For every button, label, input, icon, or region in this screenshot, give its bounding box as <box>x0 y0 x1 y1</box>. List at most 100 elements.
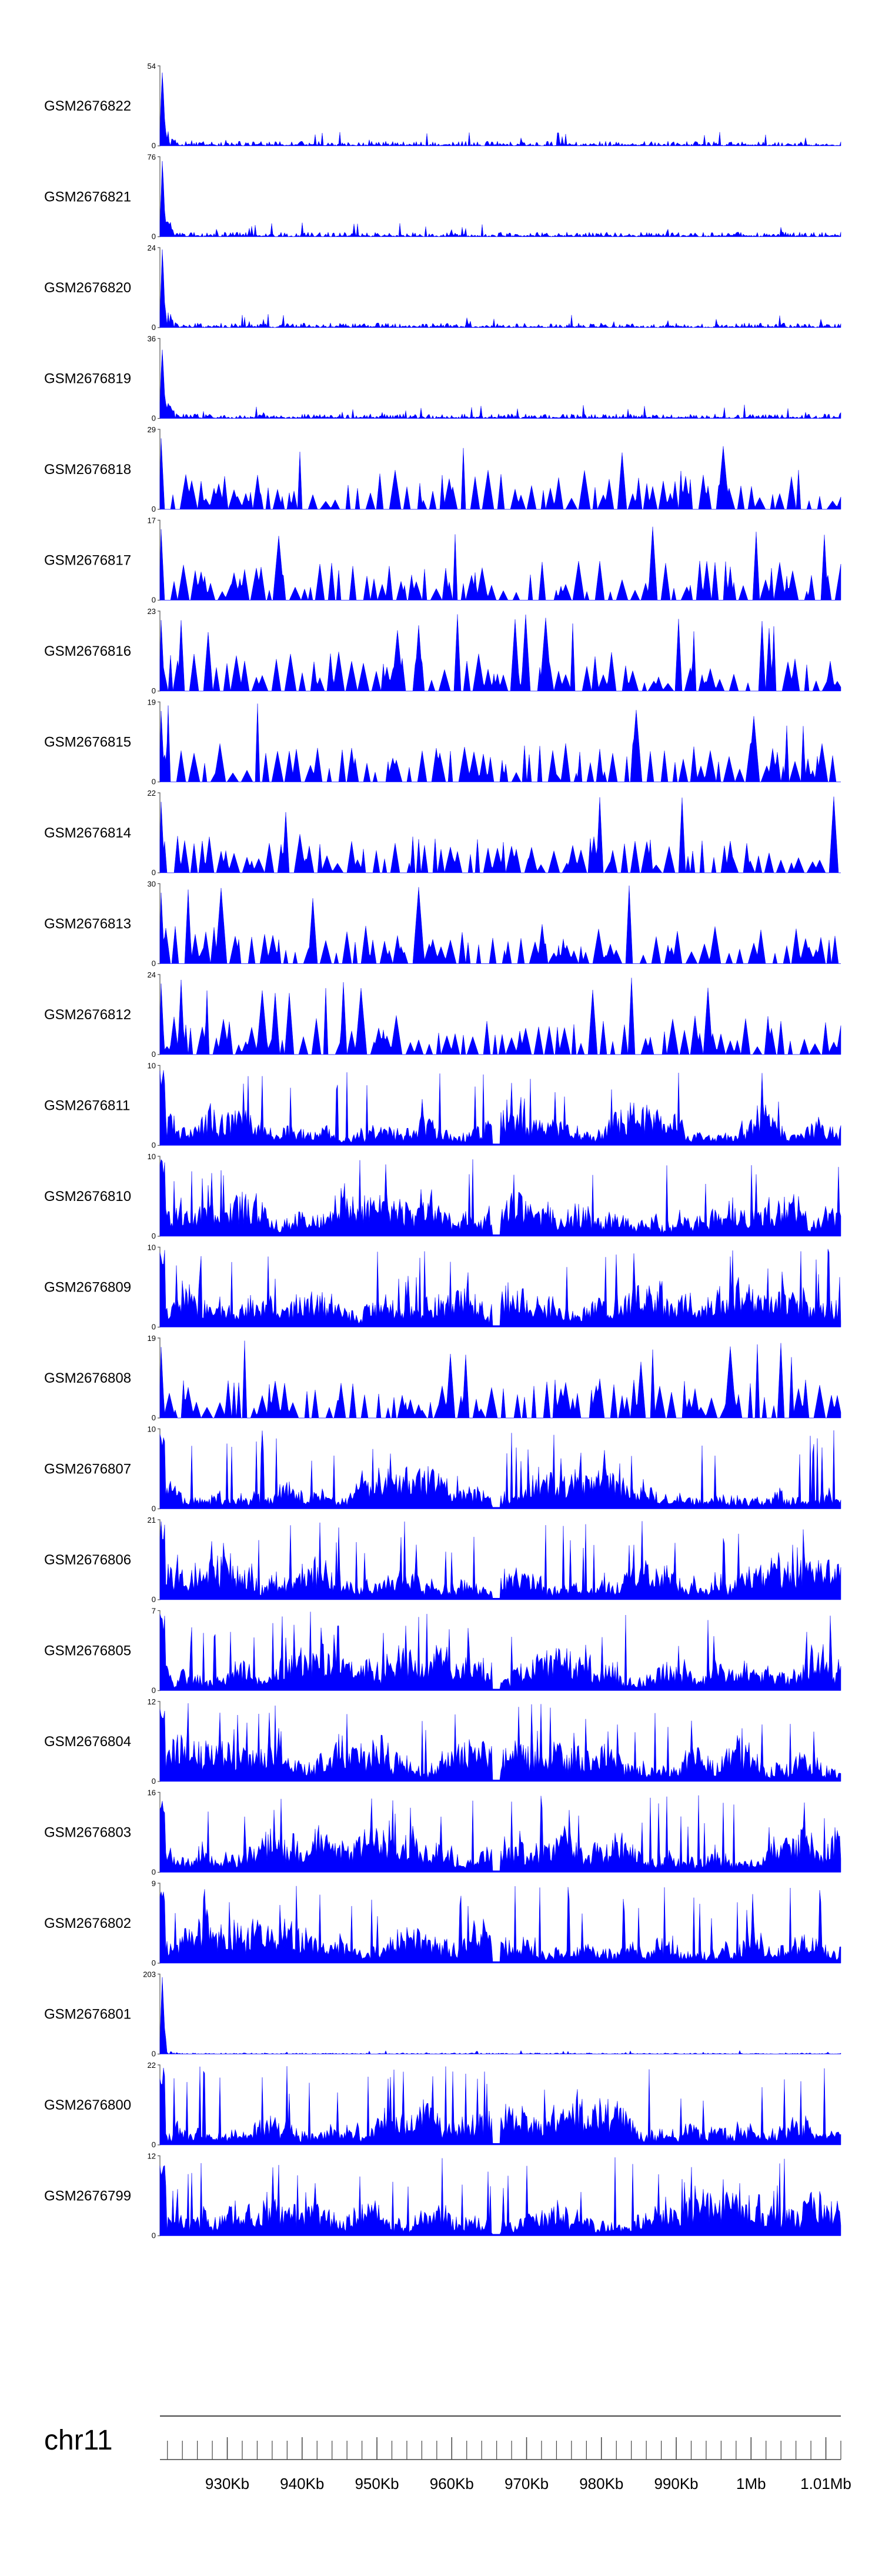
track-label: GSM2676817 <box>44 553 131 569</box>
track: GSM2676812 24 0 <box>44 970 841 1059</box>
track-label: GSM2676814 <box>44 825 131 841</box>
y-max-label: 30 <box>148 880 156 889</box>
y-min-label: 0 <box>152 686 156 695</box>
track: GSM2676801 203 0 <box>44 1970 841 2058</box>
y-min-label: 0 <box>152 868 156 877</box>
signal-area <box>159 796 841 873</box>
track-label: GSM2676816 <box>44 643 131 659</box>
y-min-label: 0 <box>152 141 156 150</box>
signal-area <box>159 349 841 419</box>
track-label: GSM2676813 <box>44 916 131 932</box>
y-min-label: 0 <box>152 323 156 332</box>
y-max-label: 24 <box>148 243 156 252</box>
track: GSM2676800 22 0 <box>44 2061 841 2149</box>
y-axis-bracket <box>158 2064 161 2145</box>
track: GSM2676808 19 0 <box>44 1334 841 1422</box>
track: GSM2676799 12 0 <box>44 2152 841 2240</box>
y-axis-bracket <box>158 65 161 146</box>
y-min-label: 0 <box>152 2140 156 2149</box>
track-label: GSM2676809 <box>44 1280 131 1296</box>
y-max-label: 10 <box>148 1062 156 1070</box>
track: GSM2676806 21 0 <box>44 1516 841 1604</box>
y-max-label: 12 <box>148 1697 156 1706</box>
y-min-label: 0 <box>152 1777 156 1786</box>
signal-area <box>159 977 841 1055</box>
y-min-label: 0 <box>152 959 156 968</box>
y-min-label: 0 <box>152 232 156 241</box>
y-max-label: 17 <box>148 516 156 525</box>
track: GSM2676810 10 0 <box>44 1152 841 1240</box>
y-max-label: 22 <box>148 2061 156 2070</box>
y-axis-bracket <box>158 974 161 1055</box>
track-label: GSM2676822 <box>44 98 131 114</box>
genomic-axis: chr11 930Kb 940Kb 950Kb 960Kb 970Kb 980Kb 990Kb… <box>44 2415 851 2492</box>
y-min-label: 0 <box>152 1050 156 1059</box>
signal-area <box>159 249 841 328</box>
track-label: GSM2676818 <box>44 462 131 478</box>
y-axis-bracket <box>158 1883 161 1964</box>
y-max-label: 23 <box>148 607 156 616</box>
y-max-label: 10 <box>148 1425 156 1434</box>
y-axis-bracket <box>158 883 161 965</box>
signal-area <box>159 1070 841 1146</box>
y-max-label: 16 <box>148 1788 156 1797</box>
signal-area <box>159 614 841 692</box>
signal-area <box>159 1611 841 1691</box>
y-min-label: 0 <box>152 1413 156 1422</box>
track-label: GSM2676806 <box>44 1552 131 1568</box>
signal-area <box>159 2157 841 2236</box>
y-max-label: 10 <box>148 1243 156 1252</box>
signal-area <box>159 438 841 510</box>
track: GSM2676811 10 0 <box>44 1062 841 1150</box>
x-tick-label: 930Kb <box>205 2475 249 2492</box>
y-max-label: 203 <box>143 1970 156 1979</box>
signal-area <box>159 1159 841 1237</box>
track-label: GSM2676810 <box>44 1189 131 1204</box>
y-axis-bracket <box>158 2155 161 2237</box>
y-min-label: 0 <box>152 1232 156 1240</box>
track-label: GSM2676803 <box>44 1825 131 1841</box>
x-tick-label: 1Mb <box>736 2475 766 2492</box>
y-axis-bracket <box>158 1065 161 1146</box>
y-axis-bracket <box>158 1519 161 1600</box>
track-label: GSM2676812 <box>44 1007 131 1023</box>
track-label: GSM2676807 <box>44 1461 131 1477</box>
track: GSM2676815 19 0 <box>44 698 841 786</box>
y-min-label: 0 <box>152 1504 156 1513</box>
signal-area <box>159 526 841 601</box>
y-max-label: 29 <box>148 425 156 434</box>
y-axis-bracket <box>158 429 161 510</box>
y-max-label: 21 <box>148 1516 156 1524</box>
track-label: GSM2676799 <box>44 2188 131 2204</box>
track-label: GSM2676804 <box>44 1734 131 1750</box>
track: GSM2676804 12 0 <box>44 1697 841 1786</box>
y-axis-bracket <box>158 1156 161 1237</box>
track: GSM2676803 16 0 <box>44 1788 841 1877</box>
y-min-label: 0 <box>152 596 156 605</box>
track-label: GSM2676800 <box>44 2097 131 2113</box>
track: GSM2676813 30 0 <box>44 880 841 968</box>
track-label: GSM2676821 <box>44 189 131 205</box>
y-min-label: 0 <box>152 1686 156 1695</box>
y-min-label: 0 <box>152 1868 156 1877</box>
x-tick-label: 980Kb <box>579 2475 623 2492</box>
y-axis-bracket <box>158 610 161 692</box>
y-min-label: 0 <box>152 1141 156 1150</box>
y-min-label: 0 <box>152 2231 156 2240</box>
y-min-label: 0 <box>152 414 156 423</box>
track-label: GSM2676820 <box>44 280 131 296</box>
y-axis-bracket <box>158 1791 161 1873</box>
track-label: GSM2676811 <box>44 1098 130 1114</box>
y-min-label: 0 <box>152 778 156 786</box>
track-label: GSM2676805 <box>44 1643 131 1659</box>
track-label: GSM2676801 <box>44 2007 131 2023</box>
y-max-label: 76 <box>148 153 156 162</box>
track: GSM2676821 76 0 <box>44 153 841 241</box>
x-tick-label: 970Kb <box>505 2475 549 2492</box>
y-axis-bracket <box>158 338 161 419</box>
signal-area <box>159 1795 841 1873</box>
y-axis-bracket <box>158 1246 161 1328</box>
y-max-label: 10 <box>148 1152 156 1161</box>
signal-area <box>159 885 841 965</box>
